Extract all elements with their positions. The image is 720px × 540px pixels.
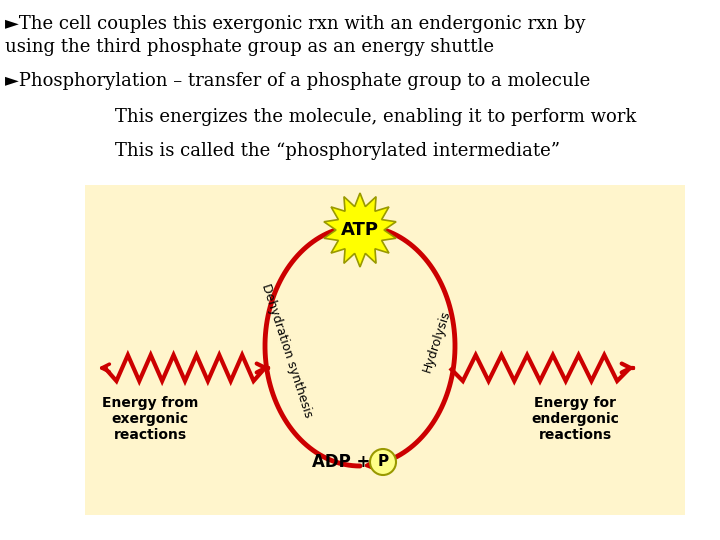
Text: reactions: reactions bbox=[539, 428, 611, 442]
Text: Energy from: Energy from bbox=[102, 396, 198, 410]
Text: reactions: reactions bbox=[114, 428, 186, 442]
Text: Dehydration synthesis: Dehydration synthesis bbox=[259, 282, 315, 420]
Bar bbox=[85, 185, 685, 515]
Polygon shape bbox=[324, 193, 396, 267]
Text: using the third phosphate group as an energy shuttle: using the third phosphate group as an en… bbox=[5, 38, 494, 56]
Text: ATP: ATP bbox=[341, 221, 379, 239]
Text: This is called the “phosphorylated intermediate”: This is called the “phosphorylated inter… bbox=[115, 142, 560, 160]
Text: ►The cell couples this exergonic rxn with an endergonic rxn by: ►The cell couples this exergonic rxn wit… bbox=[5, 15, 585, 33]
Text: Energy for: Energy for bbox=[534, 396, 616, 410]
Text: exergonic: exergonic bbox=[112, 412, 189, 426]
Text: ADP +: ADP + bbox=[312, 453, 376, 471]
Text: ►Phosphorylation – transfer of a phosphate group to a molecule: ►Phosphorylation – transfer of a phospha… bbox=[5, 72, 590, 90]
Text: P: P bbox=[377, 455, 389, 469]
Text: Hydrolysis: Hydrolysis bbox=[420, 308, 453, 374]
Text: This energizes the molecule, enabling it to perform work: This energizes the molecule, enabling it… bbox=[115, 108, 636, 126]
Text: endergonic: endergonic bbox=[531, 412, 619, 426]
Circle shape bbox=[370, 449, 396, 475]
